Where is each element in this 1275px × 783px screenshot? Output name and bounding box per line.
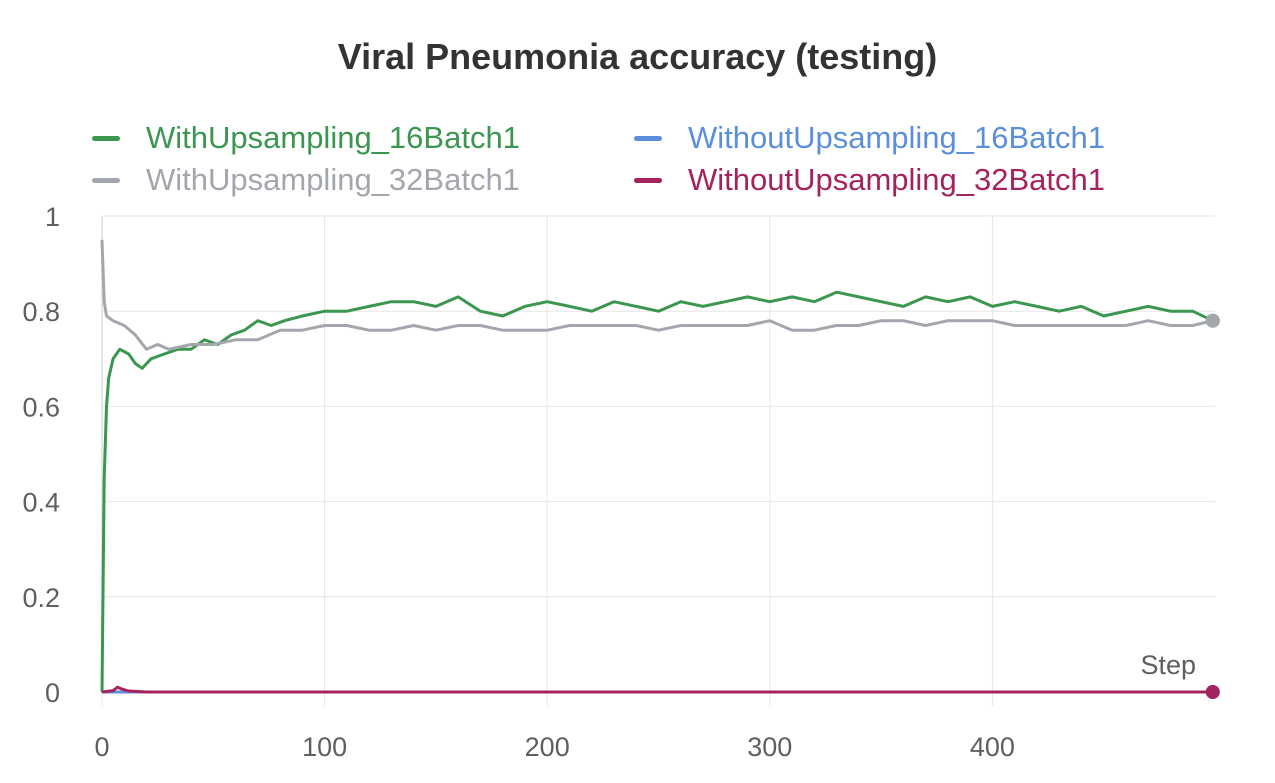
legend-swatch-series-1 [92, 135, 120, 141]
legend-label-series-3: WithoutUpsampling_16Batch1 [688, 120, 1106, 155]
legend-label-series-1: WithUpsampling_16Batch1 [146, 120, 520, 155]
tick-labels: 0 0.2 0.4 0.6 0.8 1 0 100 200 300 400 [22, 202, 1014, 762]
series-line-4 [101, 685, 1213, 694]
series-line-2 [100, 239, 1214, 351]
legend-item-series-4[interactable]: WithoutUpsampling_32Batch1 [634, 162, 1105, 198]
series-line-1 [100, 290, 1214, 693]
y-tick-label: 0.4 [22, 488, 60, 518]
series-endpoint-2 [1205, 313, 1220, 328]
chart-title: Viral Pneumonia accuracy (testing) [337, 36, 938, 77]
axes [101, 216, 1215, 693]
y-tick-label: 0.6 [22, 392, 60, 422]
legend-item-series-1[interactable]: WithUpsampling_16Batch1 [92, 120, 520, 156]
legend-label-series-4: WithoutUpsampling_32Batch1 [688, 162, 1106, 197]
legend-swatch-series-3 [634, 135, 662, 141]
y-tick-label: 0.8 [22, 297, 60, 327]
y-tick-label: 0 [45, 678, 60, 708]
x-tick-label: 100 [302, 732, 347, 762]
legend-swatch-series-2 [92, 177, 120, 183]
x-tick-label: 400 [970, 732, 1015, 762]
legend-swatch-series-4 [634, 177, 662, 183]
x-tick-label: 300 [747, 732, 792, 762]
legend: WithUpsampling_16Batch1 WithUpsampling_3… [0, 0, 1275, 210]
series-layer [100, 239, 1220, 699]
legend-item-series-2[interactable]: WithUpsampling_32Batch1 [92, 162, 520, 198]
x-tick-label: 200 [525, 732, 570, 762]
series-endpoint-4 [1205, 685, 1220, 699]
legend-item-series-3[interactable]: WithoutUpsampling_16Batch1 [634, 120, 1105, 156]
y-tick-label: 0.2 [22, 583, 60, 613]
gridlines [101, 215, 1215, 706]
y-tick-label: 1 [45, 202, 60, 232]
x-tick-label: 0 [94, 732, 109, 762]
x-axis-label: Step [1140, 650, 1196, 680]
legend-label-series-2: WithUpsampling_32Batch1 [146, 162, 520, 197]
